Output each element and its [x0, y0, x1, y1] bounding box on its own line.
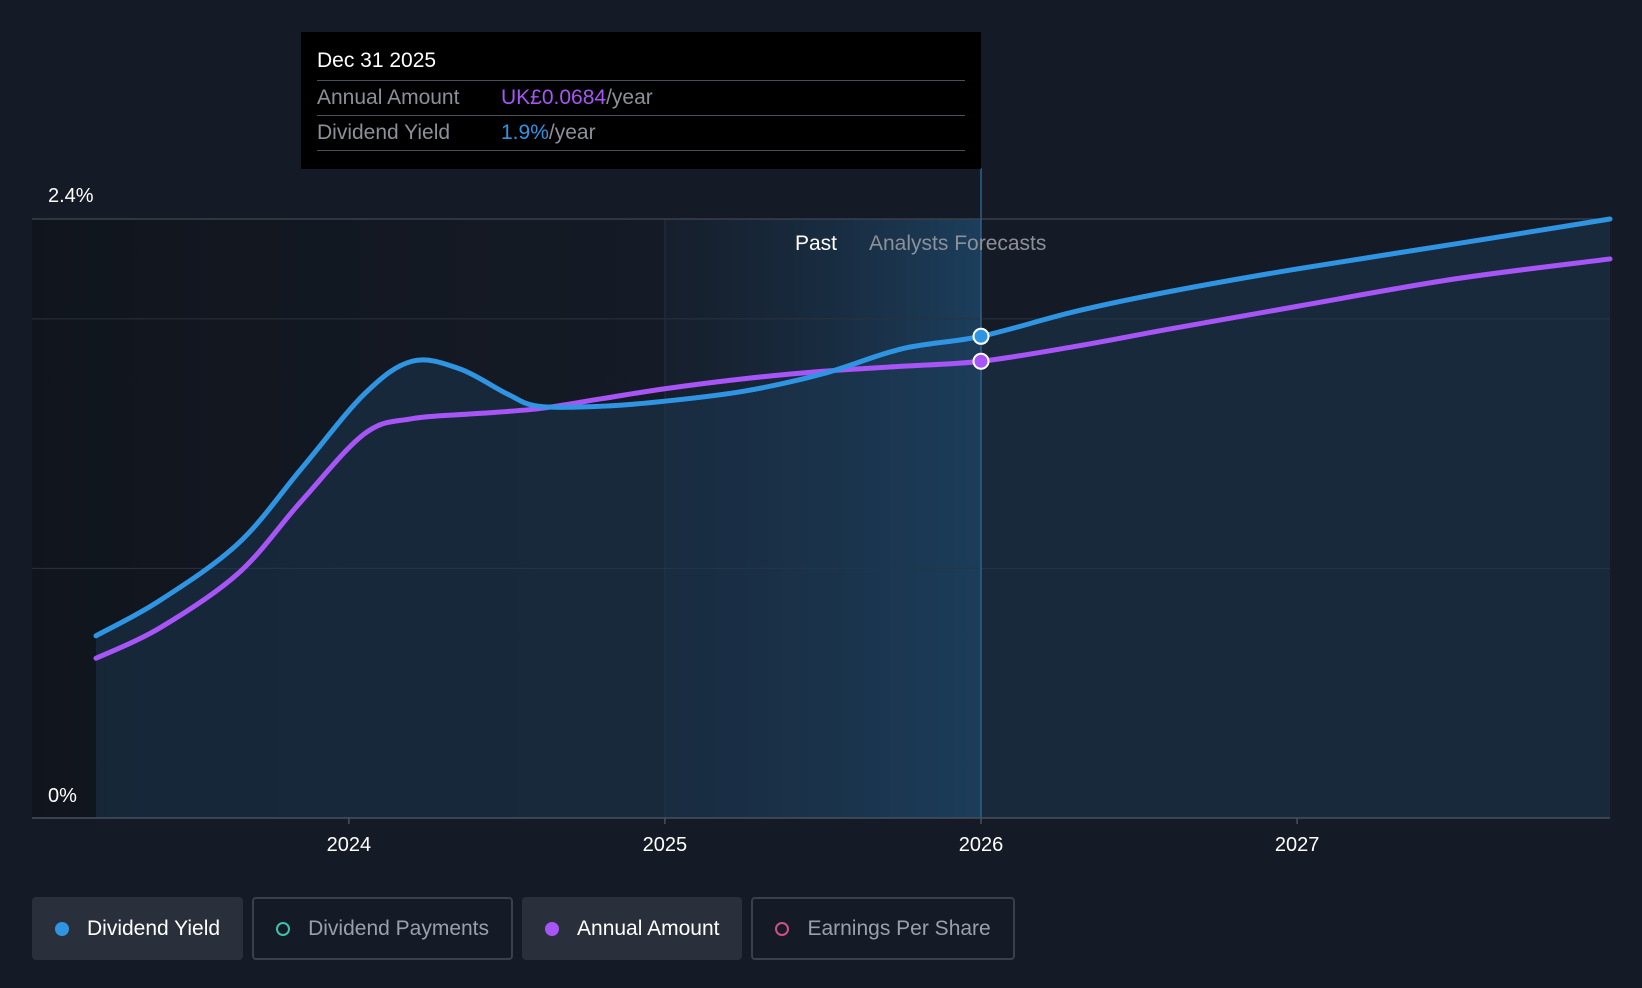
- tooltip-value: 1.9%: [501, 121, 549, 144]
- x-tick-label: 2024: [327, 834, 372, 856]
- forecast-label: Analysts Forecasts: [869, 232, 1046, 255]
- tooltip-label: Annual Amount: [317, 86, 460, 109]
- dividend-yield-dot-icon: [55, 921, 69, 936]
- dividend-yield-area: [96, 219, 1610, 818]
- legend-earnings-per-share[interactable]: Earnings Per Share: [751, 897, 1015, 960]
- tooltip-label: Dividend Yield: [317, 121, 451, 144]
- legend-dividend-payments[interactable]: Dividend Payments: [252, 897, 514, 960]
- chart-legend: Dividend Yield Dividend Payments Annual …: [32, 897, 1015, 960]
- tooltip-unit: /year: [548, 121, 596, 144]
- annual-amount-marker: [972, 352, 990, 370]
- x-tick-label: 2026: [959, 834, 1004, 856]
- legend-label: Annual Amount: [577, 916, 720, 940]
- dividend-payments-dot-icon: [276, 921, 291, 936]
- legend-dividend-yield[interactable]: Dividend Yield: [32, 897, 244, 960]
- annual-amount-dot-icon: [545, 921, 560, 936]
- dividend-yield-line: [93, 216, 1613, 639]
- chart-tooltip: Dec 31 2025 Annual Amount UK£0.0684 /yea…: [301, 32, 981, 169]
- legend-label: Dividend Payments: [308, 916, 490, 940]
- tooltip-value: UK£0.0684: [501, 86, 607, 109]
- tooltip-unit: /year: [606, 86, 653, 109]
- tooltip-row-annual-amount: Annual Amount UK£0.0684 /year: [317, 81, 965, 116]
- y-axis-label: 0%: [48, 785, 77, 807]
- dividend-yield-marker: [972, 327, 990, 345]
- x-tick-label: 2025: [643, 834, 688, 856]
- y-axis-label: 2.4%: [48, 185, 94, 207]
- earnings-per-share-dot-icon: [775, 921, 790, 936]
- legend-label: Earnings Per Share: [807, 916, 991, 940]
- tooltip-date: Dec 31 2025: [317, 46, 965, 81]
- x-tick-label: 2027: [1275, 834, 1320, 856]
- legend-annual-amount[interactable]: Annual Amount: [522, 897, 743, 960]
- tooltip-row-dividend-yield: Dividend Yield 1.9% /year: [317, 116, 965, 151]
- legend-label: Dividend Yield: [87, 916, 221, 940]
- past-label: Past: [795, 232, 837, 255]
- annual-amount-line: [93, 256, 1613, 661]
